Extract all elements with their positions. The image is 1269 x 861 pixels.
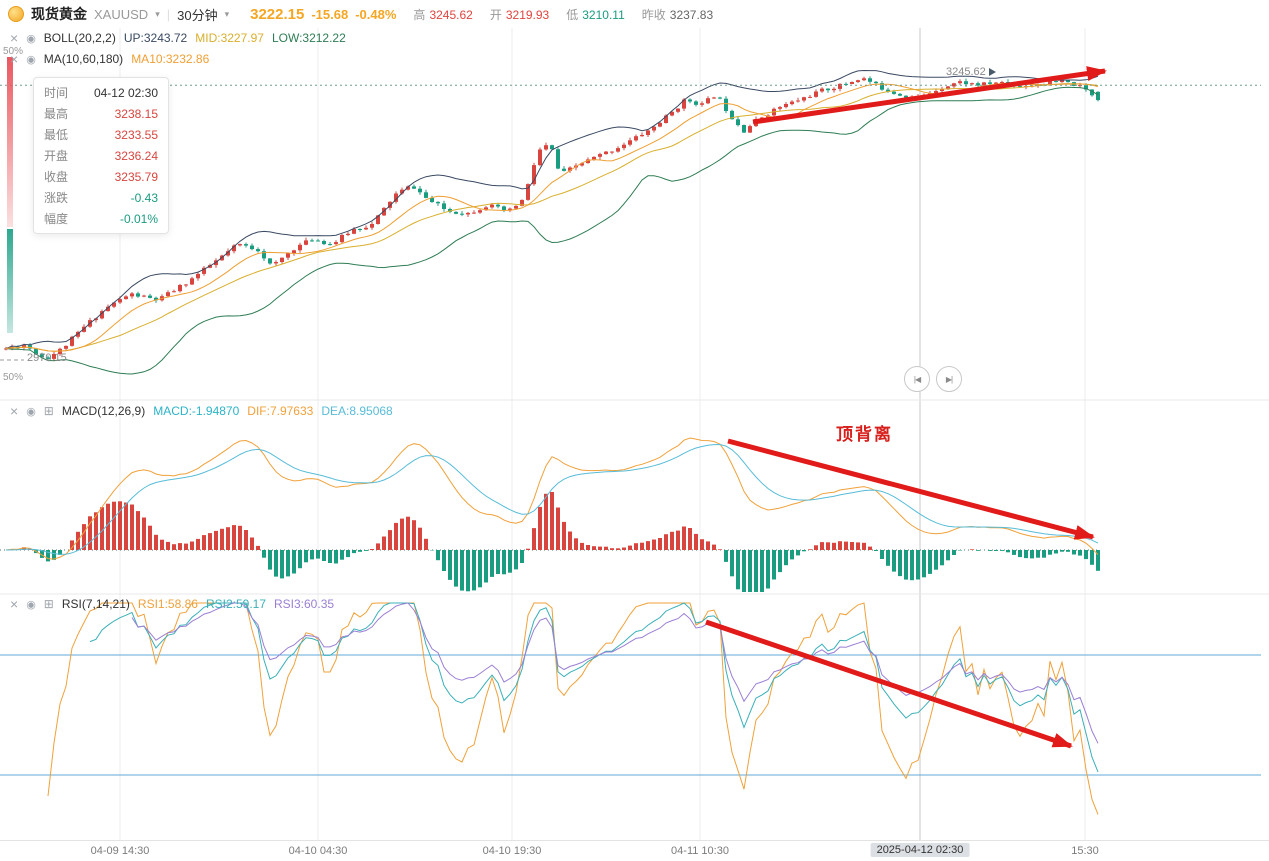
high-price-label: 3245.62 [946, 66, 986, 78]
price-change: -15.68 [311, 6, 349, 22]
visibility-icon[interactable]: ◉ [26, 405, 36, 418]
tooltip-row-low: 最低 3233.55 [34, 124, 168, 145]
stat-low-label: 低 [566, 7, 579, 22]
price-change-pct: -0.48% [355, 6, 397, 22]
close-icon[interactable]: × [10, 596, 19, 612]
tooltip-row-change-pct: 幅度 -0.01% [34, 208, 168, 229]
macd-value: MACD:-1.94870 [153, 404, 240, 418]
tooltip-value: -0.43 [130, 190, 158, 205]
boll-indicator-row: × ◉ BOLL(20,2,2) UP:3243.72 MID:3227.97 … [10, 30, 346, 46]
stat-prev-close-value: 3237.83 [669, 7, 714, 22]
symbol-name: 现货黄金 [31, 6, 87, 22]
tooltip-label: 最高 [44, 107, 69, 121]
macd-label: MACD(12,26,9) [61, 404, 146, 418]
close-icon[interactable]: × [10, 51, 19, 67]
low-price-marker: 2970.15 [27, 352, 67, 364]
time-tick: 04-10 04:30 [288, 845, 348, 857]
settings-icon[interactable]: ⊞ [43, 404, 54, 418]
time-axis: 04-09 14:30 04-10 04:30 04-10 19:30 04-1… [0, 840, 1269, 861]
jump-next-button[interactable]: ▶| [936, 366, 962, 392]
tooltip-row-close: 收盘 3235.79 [34, 166, 168, 187]
last-price: 3222.15 [250, 5, 305, 23]
timeframe-dropdown-icon[interactable]: ▾ [224, 8, 230, 19]
rsi2-value: RSI2:59.17 [205, 597, 266, 611]
stat-open-label: 开 [489, 7, 502, 22]
time-tick: 04-10 19:30 [482, 845, 542, 857]
stat-high-label: 高 [413, 7, 426, 22]
tooltip-value: 3238.15 [114, 106, 158, 121]
tooltip-row-time: 时间 04-12 02:30 [34, 82, 168, 103]
stat-low: 低 3210.11 [566, 6, 625, 23]
stat-prev-close-label: 昨收 [641, 7, 666, 22]
time-tick-selected: 2025-04-12 02:30 [870, 843, 970, 857]
timeframe-selector[interactable]: 30分钟 [177, 7, 218, 23]
stat-low-value: 3210.11 [582, 7, 625, 22]
close-icon[interactable]: × [10, 30, 19, 46]
symbol-dropdown-icon[interactable]: ▾ [155, 8, 160, 19]
ma-label: MA(10,60,180) [43, 52, 124, 66]
ma10-value: MA10:3232.86 [131, 52, 210, 66]
stat-high: 高 3245.62 [413, 6, 472, 23]
close-icon[interactable]: × [10, 403, 19, 419]
header-divider: | [166, 6, 171, 22]
macd-indicator-row: × ◉ ⊞ MACD(12,26,9) MACD:-1.94870 DIF:7.… [10, 403, 393, 419]
tooltip-label: 开盘 [44, 149, 69, 163]
jump-prev-button[interactable]: |◀ [904, 366, 930, 392]
visibility-icon[interactable]: ◉ [26, 53, 36, 66]
time-tick: 15:30 [1071, 845, 1099, 857]
stat-prev-close: 昨收 3237.83 [642, 6, 713, 23]
high-price-flag-icon [988, 68, 996, 76]
tooltip-label: 时间 [44, 86, 69, 100]
boll-mid-value: MID:3227.97 [195, 31, 264, 45]
tooltip-value: -0.01% [119, 211, 158, 226]
rsi1-value: RSI1:58.86 [137, 597, 198, 611]
rsi-indicator-row: × ◉ ⊞ RSI(7,14,21) RSI1:58.86 RSI2:59.17… [10, 596, 334, 612]
tooltip-row-high: 最高 3238.15 [34, 103, 168, 124]
settings-icon[interactable]: ⊞ [43, 597, 54, 611]
tooltip-row-change: 涨跌 -0.43 [34, 187, 168, 208]
header-bar: 现货黄金 XAUUSD ▾ | 30分钟 ▾ 3222.15 -15.68 -0… [0, 0, 1269, 28]
tooltip-value: 3236.24 [114, 148, 158, 163]
tooltip-label: 收盘 [44, 170, 69, 184]
boll-label: BOLL(20,2,2) [43, 31, 116, 45]
ratio-top-label: 50% [3, 46, 24, 57]
dea-value: DEA:8.95068 [321, 404, 393, 418]
tooltip-label: 涨跌 [44, 191, 69, 205]
tooltip-value: 04-12 02:30 [93, 85, 158, 100]
tooltip-label: 最低 [44, 128, 69, 142]
long-short-ratio-bar-long [7, 57, 13, 227]
tooltip-row-open: 开盘 3236.24 [34, 145, 168, 166]
tooltip-label: 幅度 [44, 212, 69, 226]
low-price-label: 2970.15 [27, 352, 67, 364]
time-tick: 04-09 14:30 [90, 845, 150, 857]
high-price-marker: 3245.62 [946, 66, 996, 78]
symbol-code[interactable]: XAUUSD [94, 6, 149, 22]
stat-open: 开 3219.93 [490, 6, 549, 23]
candle-data-tooltip: 时间 04-12 02:30 最高 3238.15 最低 3233.55 开盘 … [33, 77, 169, 234]
visibility-icon[interactable]: ◉ [26, 32, 36, 45]
boll-up-value: UP:3243.72 [123, 31, 188, 45]
tooltip-value: 3235.79 [114, 169, 158, 184]
divergence-annotation: 顶背离 [836, 425, 893, 444]
rsi-label: RSI(7,14,21) [61, 597, 130, 611]
boll-low-value: LOW:3212.22 [271, 31, 346, 45]
ma-indicator-row: × ◉ MA(10,60,180) MA10:3232.86 [10, 51, 209, 67]
gold-coin-icon [8, 6, 24, 22]
time-tick: 04-11 10:30 [671, 845, 729, 857]
dif-value: DIF:7.97633 [247, 404, 314, 418]
rsi3-value: RSI3:60.35 [274, 597, 335, 611]
long-short-ratio-bar-short [7, 229, 13, 333]
tooltip-value: 3233.55 [114, 127, 158, 142]
ratio-bottom-label: 50% [3, 372, 24, 383]
stat-high-value: 3245.62 [429, 7, 473, 22]
stat-open-value: 3219.93 [505, 7, 550, 22]
visibility-icon[interactable]: ◉ [26, 598, 36, 611]
